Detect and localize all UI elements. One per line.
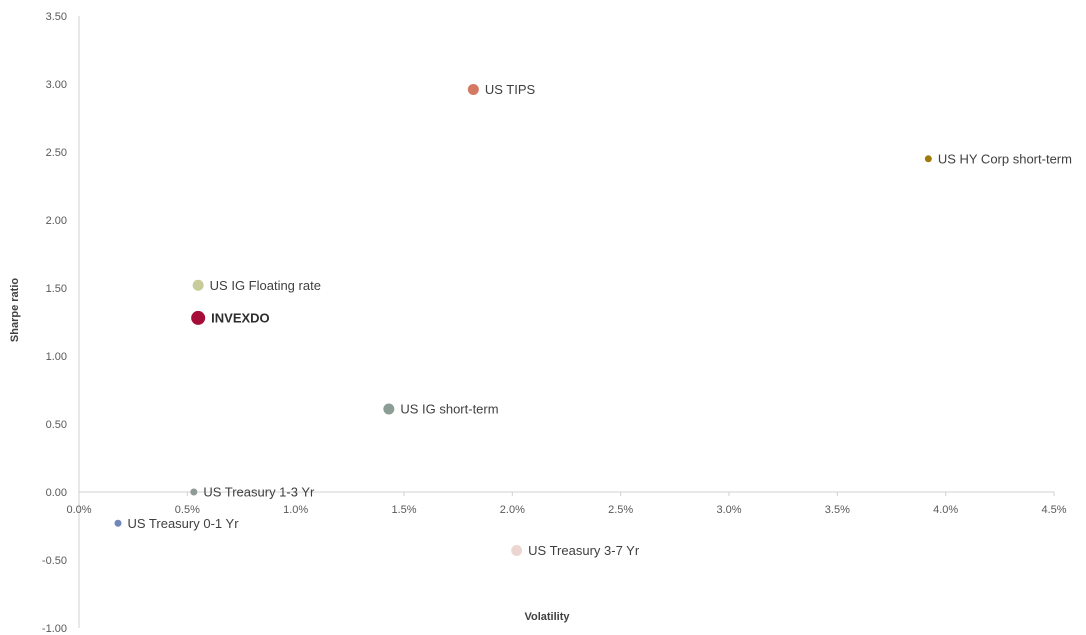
y-tick-label: 1.00 [46,351,67,363]
data-point [191,310,206,325]
y-tick-label: 3.50 [46,11,67,23]
x-axis: 0.0% 0.5% 1.0% 1.5% 2.0% 2.5% 3.0% 3.5% 4.0% 4.5% [66,491,1067,516]
data-point-label: US TIPS [485,82,536,97]
data-point [190,488,198,496]
x-tick-label: 1.0% [283,504,308,516]
data-point [383,403,395,415]
data-point [114,519,122,527]
x-axis-title: Volatility [524,611,570,623]
data-point-label: US Treasury 1-3 Yr [203,485,315,500]
y-tick-label: 3.00 [46,79,67,91]
x-tick-label: 1.5% [391,504,416,516]
x-tick-label: 4.0% [933,504,958,516]
x-tick-label: 0.0% [66,504,91,516]
y-tick-label: -1.00 [42,623,67,635]
data-point-label: US HY Corp short-term [938,151,1072,166]
y-tick-label: 2.50 [46,147,67,159]
data-points: US TIPS US HY Corp short-term US IG Floati… [114,82,1072,558]
x-tick-label: 4.5% [1041,504,1066,516]
y-tick-label: 0.50 [46,419,67,431]
y-tick-label: -0.50 [42,555,67,567]
data-point [511,544,523,556]
data-point [192,279,204,291]
x-tick-label: 0.5% [175,504,200,516]
y-axis: 3.50 3.00 2.50 2.00 1.50 1.00 0.50 0.00 -0.50 -1.… [42,11,80,635]
x-tick-label: 3.5% [825,504,850,516]
y-axis-title: Sharpe ratio [9,278,21,342]
data-point-label: US Treasury 3-7 Yr [528,543,640,558]
x-tick-label: 2.5% [608,504,633,516]
data-point [467,83,479,95]
y-tick-label: 0.00 [46,487,67,499]
data-point-label: US IG short-term [400,402,498,417]
y-tick-label: 2.00 [46,215,67,227]
data-point-label: US Treasury 0-1 Yr [128,516,240,531]
x-tick-label: 3.0% [716,504,741,516]
y-tick-label: 1.50 [46,283,67,295]
x-tick-label: 2.0% [500,504,525,516]
data-point [924,155,932,163]
data-point-label: US IG Floating rate [210,278,321,293]
data-point-label: INVEXDO [211,310,270,325]
